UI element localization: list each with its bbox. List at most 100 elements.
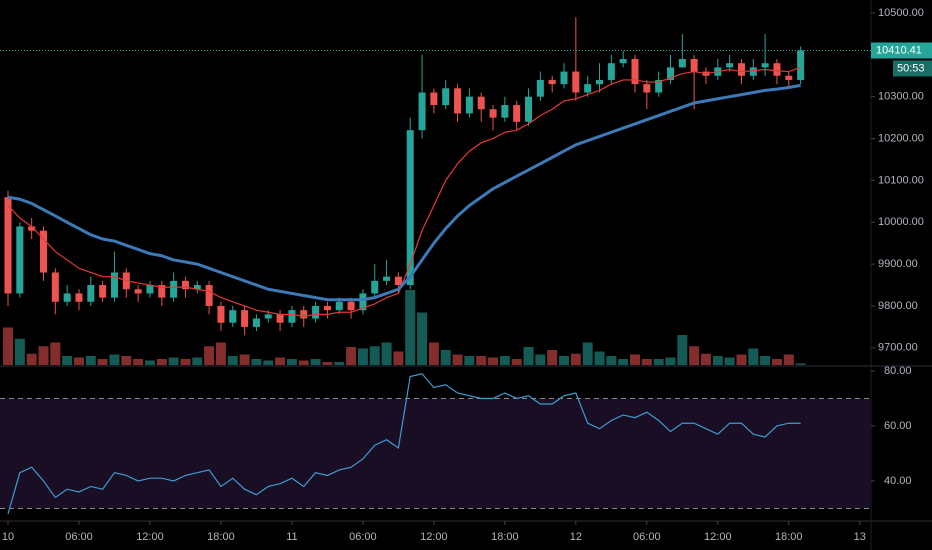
volume-bar [192,357,203,365]
x-tick-label: 06:00 [349,531,377,543]
candle-body [347,301,355,311]
volume-bar [14,338,25,365]
candle-body [4,197,12,294]
x-tick-label: 12:00 [420,531,448,543]
volume-bar [511,359,522,365]
candle-body [489,109,497,118]
x-tick-label: 12:00 [704,531,732,543]
y-tick-label: 10200.00 [878,132,924,144]
volume-bar [748,348,759,365]
volume-bar [298,360,309,365]
candle-body [596,79,603,85]
candle-body [465,96,473,114]
volume-bar [381,342,392,365]
candle-body [383,276,391,281]
volume-bar [97,359,108,365]
candle-body [63,293,71,302]
candle-body [442,88,450,106]
candle-body [170,280,178,298]
candle-body [678,59,686,68]
candle-body [217,305,225,323]
volume-bar [665,357,676,365]
volume-bar [736,354,747,365]
candle-body [300,310,308,319]
volume-bar [405,290,416,365]
volume-bar [369,346,380,365]
candle-body [607,63,615,80]
candle-body [584,84,592,93]
y-tick-label: 9700.00 [878,342,918,354]
volume-bar [535,354,546,365]
countdown-box [893,60,932,77]
candle-body [146,285,154,294]
candle-body [323,305,331,311]
volume-bar [109,354,120,365]
candle-body [134,289,142,294]
volume-bar [251,359,262,365]
volume-bar [795,363,806,365]
volume-bar [712,356,723,365]
candle-body [643,84,651,93]
x-tick-label: 18:00 [491,531,519,543]
x-tick-label: 13 [854,531,866,543]
candle-body [193,285,201,290]
volume-bar [641,359,652,365]
volume-bar [476,356,487,365]
volume-bar [393,351,404,365]
candle-body [572,71,580,93]
volume-bar [440,350,451,365]
x-tick-label: 18:00 [207,531,235,543]
volume-bar [275,357,286,365]
countdown-label: 50:53 [897,62,925,74]
candle-body [39,230,47,273]
volume-bar [168,357,179,365]
y-tick-label: 10500.00 [878,7,924,19]
candle-body [335,301,343,311]
last-price-label: 10410.41 [876,44,922,56]
volume-bar [204,346,215,365]
y-tick-label: 10000.00 [878,216,924,228]
volume-bar [760,356,771,365]
candle-body [560,71,568,85]
y-tick-label: 40.00 [884,475,912,487]
x-tick-label: 11 [286,531,297,543]
candle-body [773,63,781,76]
volume-bar [156,359,167,365]
candle-body [276,314,284,323]
volume-bar [38,346,49,365]
x-tick-label: 06:00 [65,531,93,543]
candle-body [430,92,438,106]
moving-average [7,83,801,302]
candle-body [761,63,769,68]
candle-body [797,50,805,80]
volume-bar [570,353,581,365]
candle-body [229,310,237,323]
candle-body [16,226,24,294]
candle-body [477,96,485,110]
x-tick-label: 10 [2,531,14,543]
candle-body [655,79,663,93]
volume-bar [771,359,782,365]
volume-bar [346,347,357,365]
volume-bar [50,342,61,365]
candle-body [619,59,627,64]
volume-bar [85,356,96,365]
candle-body [87,285,95,302]
volume-bar [180,359,191,365]
candle-body [158,285,166,298]
volume-bar [26,353,37,365]
candle-body [454,88,462,114]
volume-bar [606,356,617,365]
volume-bar [594,351,605,365]
last-price-box [871,42,932,59]
volume-bar [357,348,368,365]
volume-bar [452,354,463,365]
volume-bar [677,335,688,365]
moving-average [7,66,801,318]
volume-bar [499,356,510,365]
volume-bar [286,359,297,365]
volume-bar [653,359,664,365]
candle-body [726,63,734,68]
